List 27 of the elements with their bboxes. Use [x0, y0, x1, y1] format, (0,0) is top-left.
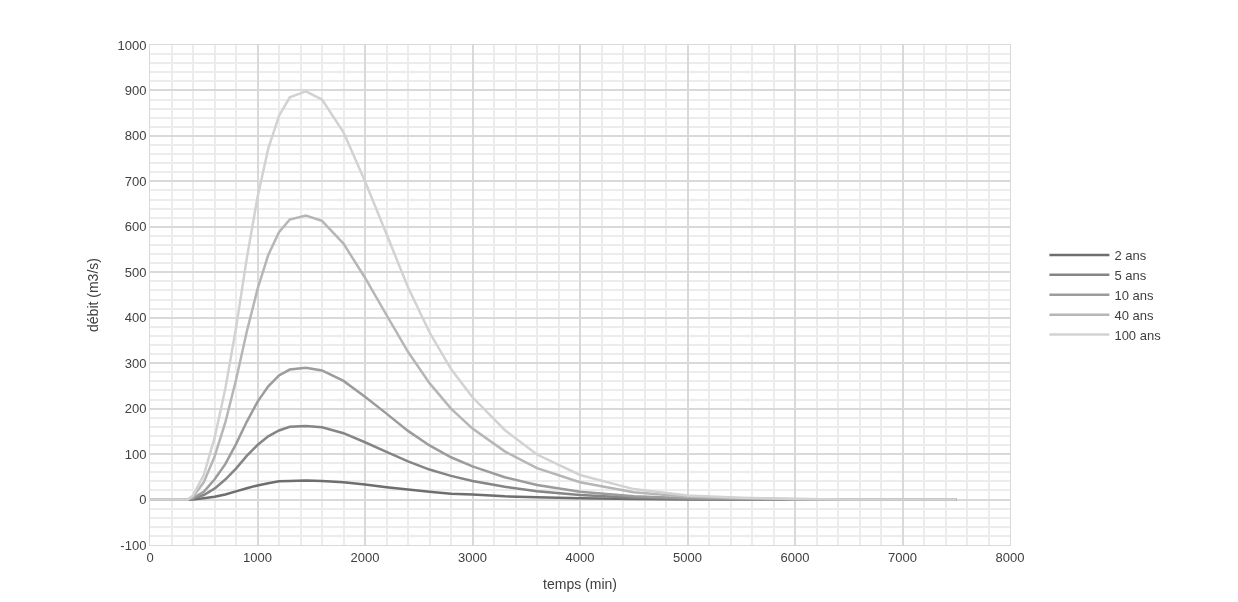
y-tick-label: 800 — [124, 128, 147, 144]
y-tick-label: 100 — [124, 446, 147, 462]
y-tick-label: 0 — [139, 492, 147, 508]
y-tick-label: 1000 — [117, 37, 147, 53]
y-tick-label: 600 — [124, 219, 147, 235]
legend-label: 40 ans — [1114, 307, 1154, 323]
y-tick-label: 200 — [124, 401, 147, 417]
legend-label: 2 ans — [1114, 248, 1147, 264]
legend-label: 100 ans — [1114, 327, 1162, 343]
y-tick-label: 400 — [124, 310, 147, 326]
y-tick-label: 500 — [124, 264, 147, 280]
y-tick-label: 700 — [124, 173, 147, 189]
x-tick-label: 6000 — [780, 549, 810, 565]
x-tick-label: 7000 — [888, 549, 917, 565]
y-tick-label: 300 — [124, 355, 147, 371]
legend-label: 10 ans — [1114, 287, 1154, 303]
x-tick-label: 8000 — [995, 549, 1025, 565]
y-tick-label: 900 — [124, 83, 147, 98]
x-tick-label: 1000 — [243, 549, 272, 565]
legend-label: 5 ans — [1114, 267, 1147, 283]
x-axis-title: temps (min) — [543, 575, 617, 592]
x-tick-label: 5000 — [673, 549, 702, 565]
y-axis-title: débit (m3/s) — [85, 258, 102, 332]
x-tick-label: 2000 — [350, 549, 380, 565]
x-tick-label: 4000 — [565, 549, 595, 565]
y-tick-label: -100 — [120, 537, 147, 553]
x-tick-label: 3000 — [458, 549, 487, 565]
